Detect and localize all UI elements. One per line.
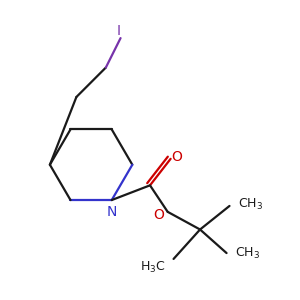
Text: CH$_3$: CH$_3$ [235,245,260,261]
Text: H$_3$C: H$_3$C [140,260,165,275]
Text: I: I [117,24,121,38]
Text: O: O [172,150,182,164]
Text: CH$_3$: CH$_3$ [238,197,263,212]
Text: O: O [153,208,164,222]
Text: N: N [106,206,117,219]
